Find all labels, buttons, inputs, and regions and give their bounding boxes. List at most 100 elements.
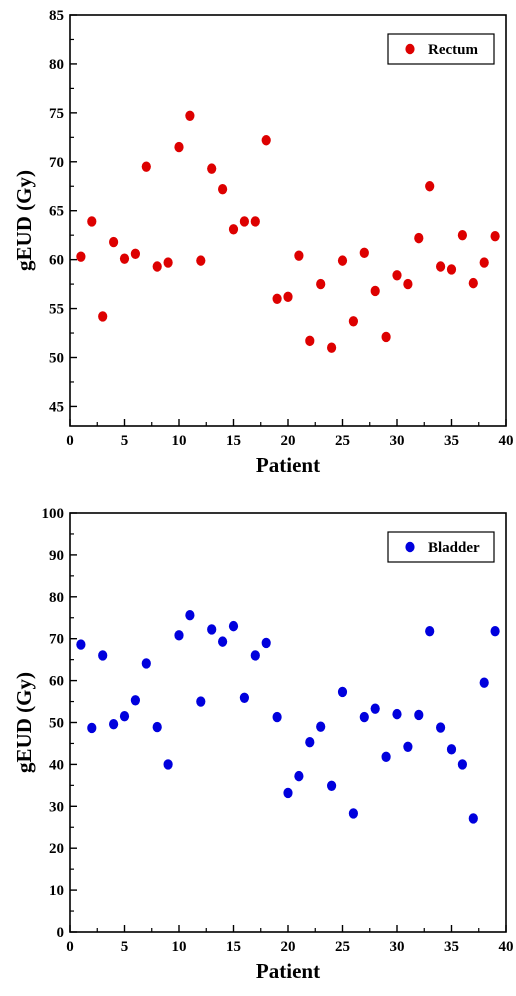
data-point [119,711,130,722]
data-point [403,278,413,290]
x-tick-label: 15 [226,433,241,449]
y-tick-label: 85 [49,8,64,24]
data-point [436,722,446,733]
x-tick-label: 0 [66,939,74,955]
y-tick-label: 20 [49,841,64,857]
y-tick-label: 45 [49,399,64,415]
chart-bladder: 0 5 10 15 20 25 30 35 40 0 10 20 30 40 50 60 70 80 90 100 Pa… [12,506,514,983]
y-tick-label: 55 [49,302,64,318]
data-point [130,695,140,706]
data-point [119,253,130,264]
data-point [305,736,315,748]
data-point [228,620,239,632]
data-point [261,135,271,146]
data-point [457,229,467,241]
data-point [392,270,402,281]
y-tick-label: 65 [49,204,64,220]
y-axis-title: gEUD (Gy) [12,170,36,271]
data-point [174,630,184,641]
data-point [392,708,402,720]
data-point [468,813,478,824]
data-point [316,721,326,732]
data-point [479,677,489,688]
data-point [283,787,293,799]
data-point [446,264,457,275]
data-point [272,293,282,304]
x-tick-label: 35 [444,939,459,955]
data-point [141,658,151,669]
x-axis-title: Patient [256,959,320,983]
data-point [185,110,195,121]
data-point [403,741,413,753]
x-tick-label: 10 [172,939,187,955]
plot-frame [69,14,507,427]
y-tick-label: 30 [49,799,64,815]
data-point [414,709,424,721]
data-point [446,744,457,755]
data-point [239,692,249,703]
data-point [228,224,239,235]
x-tick-label: 40 [499,433,514,449]
legend-marker [405,541,415,553]
data-point [109,236,119,248]
data-point [261,637,271,649]
data-point [490,625,500,637]
y-tick-label: 80 [49,57,64,73]
x-tick-label: 0 [66,433,74,449]
x-tick-label: 5 [121,433,129,449]
data-point [196,255,206,266]
x-tick-label: 30 [390,433,405,449]
data-point [130,248,140,259]
data-point [381,331,391,343]
data-point [152,261,162,272]
data-point [414,232,424,244]
data-point [250,650,260,661]
x-tick-label: 20 [281,939,296,955]
data-point [305,335,315,347]
data-point [174,141,184,153]
y-tick-label: 90 [49,548,64,564]
data-point [327,342,337,353]
data-point [468,277,478,289]
data-point [381,751,391,763]
data-point [316,278,326,290]
data-point [109,718,119,730]
data-point [457,759,467,770]
x-tick-label: 20 [281,433,296,449]
data-point [152,721,162,733]
chart-rectum: 0 5 10 15 20 25 30 35 40 45 50 55 60 65 70 75 80 85 Patien… [12,8,514,477]
data-point [359,247,369,258]
y-tick-label: 100 [42,506,65,522]
data-point [98,311,108,322]
y-tick-label: 75 [49,106,64,122]
data-point [98,650,108,661]
data-point [359,711,369,723]
data-point [163,257,173,268]
data-point [490,230,500,242]
data-point [327,780,337,791]
data-point [436,261,446,272]
legend-label: Bladder [428,540,480,556]
y-axis-title: gEUD (Gy) [12,672,36,773]
data-point [163,759,173,770]
x-tick-label: 25 [335,433,350,449]
data-point [207,624,217,635]
data-point [370,703,380,714]
data-point [283,291,293,303]
y-tick-label: 40 [49,757,64,773]
y-tick-label: 80 [49,590,64,606]
data-point [218,183,228,195]
x-tick-label: 15 [226,939,241,955]
data-point [370,285,380,297]
y-tick-label: 0 [57,925,65,941]
y-tick-label: 70 [49,632,64,648]
y-tick-label: 70 [49,155,64,171]
legend-marker [405,43,415,55]
data-point [337,255,348,266]
data-point [425,625,435,637]
data-point [348,808,358,819]
y-tick-label: 60 [49,674,64,690]
data-point [87,216,97,227]
data-point [76,639,86,650]
